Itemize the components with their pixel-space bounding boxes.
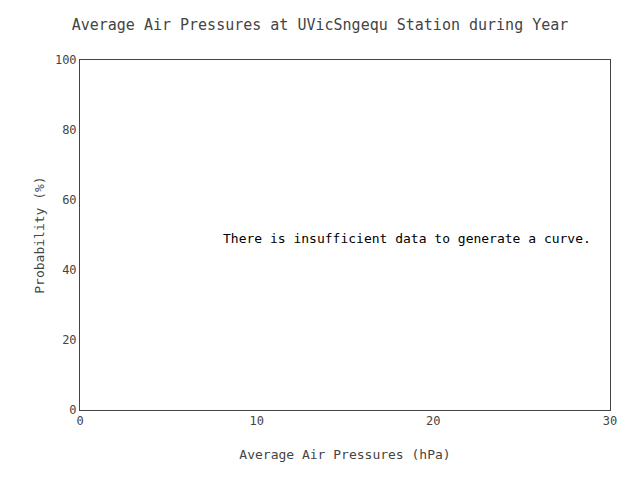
svg-text:10: 10 xyxy=(249,414,263,428)
svg-text:40: 40 xyxy=(62,263,76,277)
svg-text:Average Air Pressures at UVicS: Average Air Pressures at UVicSngequ Stat… xyxy=(72,16,569,34)
svg-text:There is insufficient data to: There is insufficient data to generate a… xyxy=(223,231,591,246)
svg-text:60: 60 xyxy=(62,193,76,207)
svg-text:0: 0 xyxy=(69,403,76,417)
svg-text:100: 100 xyxy=(55,53,77,67)
svg-text:30: 30 xyxy=(603,414,617,428)
svg-text:20: 20 xyxy=(62,333,76,347)
svg-text:0: 0 xyxy=(76,414,83,428)
svg-text:80: 80 xyxy=(62,123,76,137)
svg-text:Average Air Pressures (hPa): Average Air Pressures (hPa) xyxy=(239,447,450,462)
svg-text:20: 20 xyxy=(426,414,440,428)
svg-text:Probability (%): Probability (%) xyxy=(32,176,47,293)
